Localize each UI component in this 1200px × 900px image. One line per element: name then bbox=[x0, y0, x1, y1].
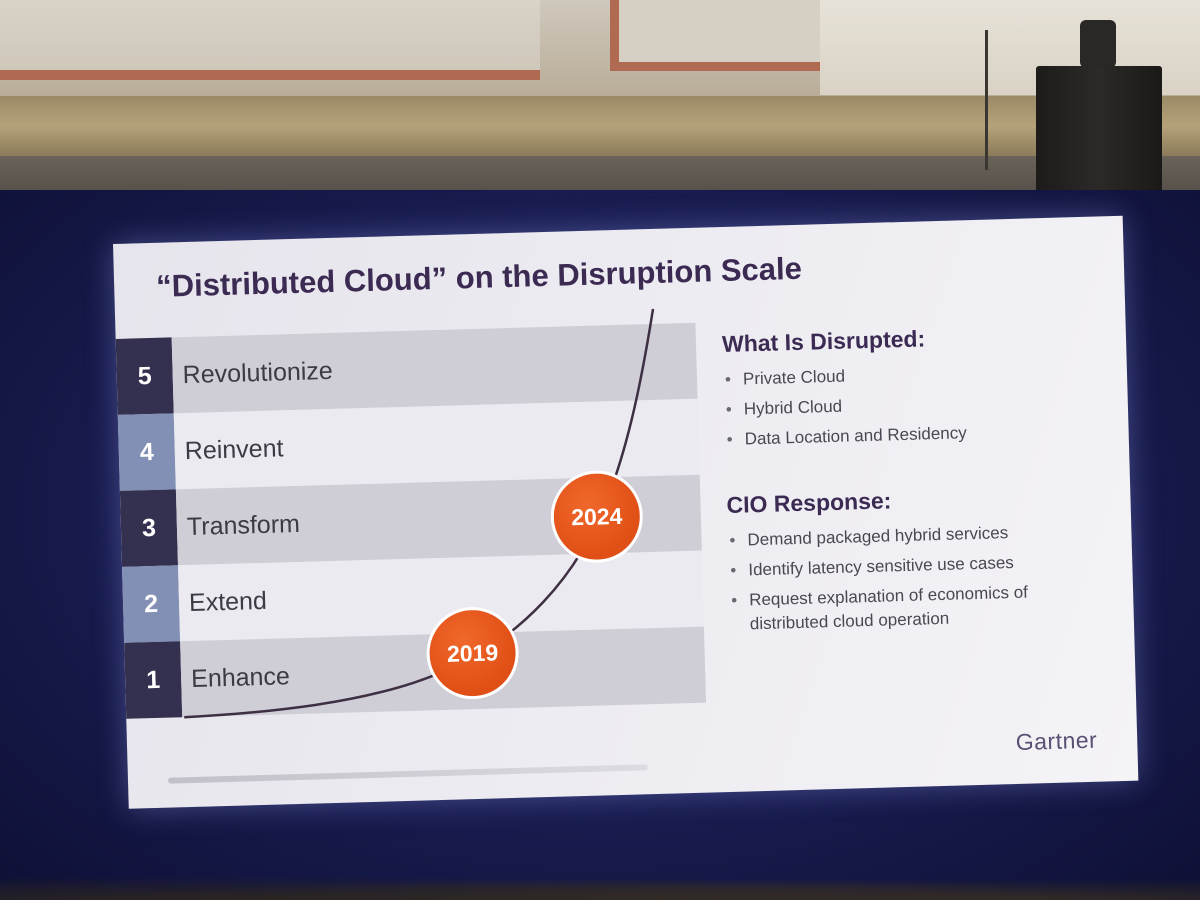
speaker-cable bbox=[985, 30, 988, 170]
disrupted-item: Hybrid Cloud bbox=[724, 388, 1085, 422]
disrupted-heading: What Is Disrupted: bbox=[721, 325, 926, 358]
gartner-logo: Gartner bbox=[1015, 726, 1098, 755]
disrupted-item: Data Location and Residency bbox=[724, 418, 1085, 452]
ceiling bbox=[0, 0, 1200, 234]
ceiling-panel bbox=[0, 0, 540, 80]
slide-title: “Distributed Cloud” on the Disruption Sc… bbox=[155, 250, 803, 304]
ceiling-beam bbox=[0, 96, 1200, 156]
disrupted-item: Private Cloud bbox=[723, 358, 1084, 392]
footer-fine-print bbox=[167, 764, 648, 784]
audience-heads bbox=[0, 872, 1200, 900]
projected-slide: “Distributed Cloud” on the Disruption Sc… bbox=[113, 215, 1139, 809]
disruption-curve bbox=[184, 308, 655, 719]
response-item: Identify latency sensitive use cases bbox=[728, 549, 1069, 582]
response-heading: CIO Response: bbox=[726, 487, 892, 518]
response-item: Request explanation of economics of dist… bbox=[729, 579, 1070, 636]
what-is-disrupted-panel: What Is Disrupted: Private Cloud Hybrid … bbox=[722, 321, 1085, 458]
ceiling-panel bbox=[610, 0, 829, 71]
cio-response-panel: CIO Response: Demand packaged hybrid ser… bbox=[726, 482, 1070, 642]
response-item: Demand packaged hybrid services bbox=[727, 519, 1068, 552]
speaker-mount bbox=[1080, 20, 1116, 68]
